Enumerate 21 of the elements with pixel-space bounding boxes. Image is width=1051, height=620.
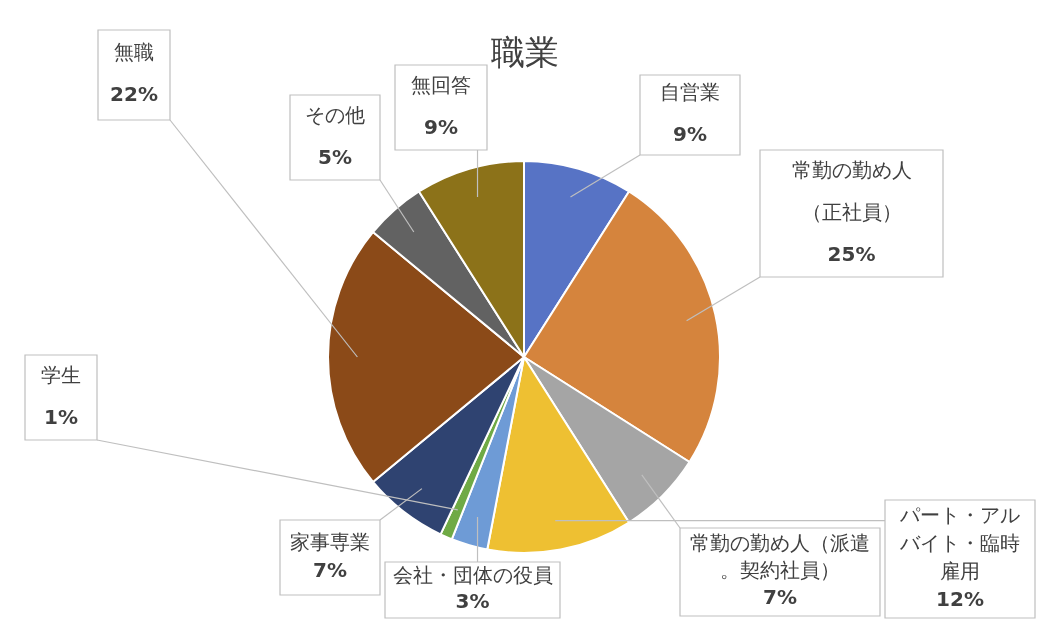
chart-title: 職業 <box>491 31 559 72</box>
slice-label: 常勤の勤め人（正社員） <box>791 157 912 224</box>
data-label: 1% <box>44 404 78 429</box>
data-label: 5% <box>318 144 352 169</box>
data-label: 7% <box>313 557 347 582</box>
slice-label: 学生 <box>41 362 81 387</box>
slice-label: その他 <box>305 102 365 127</box>
slice-label: 家事専業 <box>290 529 370 554</box>
data-label: 9% <box>424 114 458 139</box>
slice-label: 無職 <box>114 40 154 65</box>
data-label: 22% <box>110 82 158 107</box>
slice-label: パート・アルバイト・臨時雇用 <box>899 503 1020 584</box>
slice-label: 自営業 <box>660 80 720 105</box>
data-label: 9% <box>673 122 707 147</box>
data-label: 7% <box>763 585 797 610</box>
data-label: 25% <box>827 241 876 266</box>
slice-label: 無回答 <box>411 72 471 97</box>
slice-label: 常勤の勤め人（派遣。契約社員） <box>690 531 870 583</box>
data-label: 12% <box>936 587 984 612</box>
data-label: 3% <box>455 589 490 614</box>
slice-label: 会社・団体の役員 <box>392 563 553 588</box>
